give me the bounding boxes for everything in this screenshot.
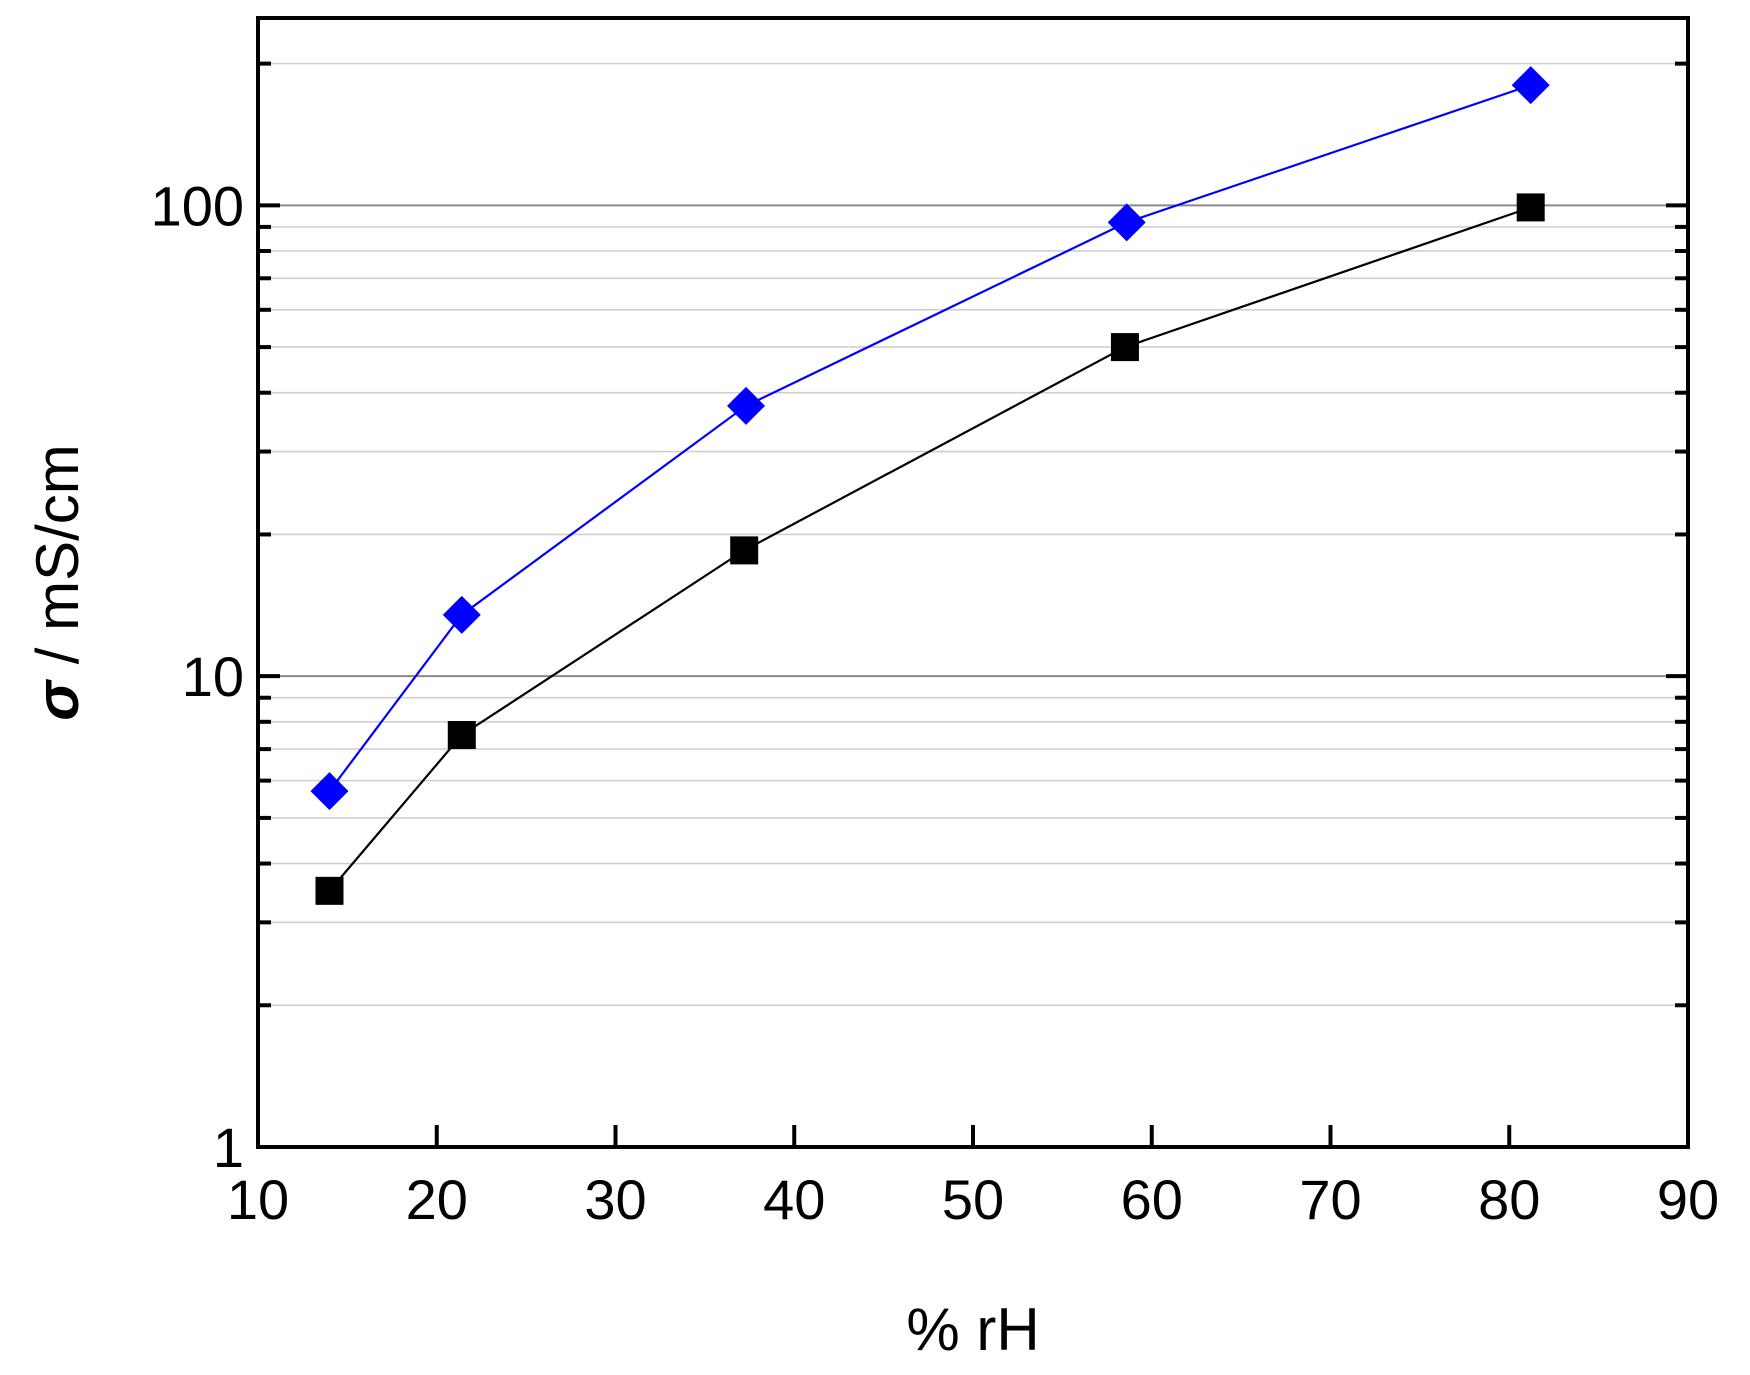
y-axis-symbol: σ xyxy=(24,679,91,721)
series-1-point xyxy=(447,721,476,750)
series-1-point xyxy=(1110,333,1139,362)
x-tick-label: 90 xyxy=(1657,1168,1719,1231)
x-tick-label: 70 xyxy=(1299,1168,1361,1231)
series-layer xyxy=(310,66,1550,905)
x-tick-label: 10 xyxy=(227,1168,289,1231)
x-axis-title: % rH xyxy=(906,1296,1039,1363)
plot-frame xyxy=(256,16,1690,1149)
series-0-line xyxy=(328,84,1532,792)
x-tick-label: 30 xyxy=(584,1168,646,1231)
y-tick-label: 100 xyxy=(151,174,244,237)
y-axis-unit: / mS/cm xyxy=(24,444,91,681)
x-tick-label: 40 xyxy=(763,1168,825,1231)
series-0-point xyxy=(726,386,765,425)
x-tick-label: 80 xyxy=(1478,1168,1540,1231)
axis-ticks xyxy=(256,61,1690,1147)
x-tick-label: 20 xyxy=(406,1168,468,1231)
x-tick-label: 50 xyxy=(942,1168,1004,1231)
series-0-point xyxy=(442,595,481,634)
series-1-point xyxy=(730,536,759,565)
grid-lines xyxy=(258,62,1688,1007)
y-axis-title: σ / mS/cm xyxy=(24,444,91,721)
series-0-point xyxy=(1511,66,1550,105)
y-tick-label: 1 xyxy=(213,1116,244,1179)
y-tick-label: 10 xyxy=(182,645,244,708)
x-tick-label: 60 xyxy=(1121,1168,1183,1231)
series-1-point xyxy=(315,876,344,905)
series-1-point xyxy=(1516,193,1545,222)
series-0-point xyxy=(1107,203,1146,242)
series-0-point xyxy=(310,772,349,811)
